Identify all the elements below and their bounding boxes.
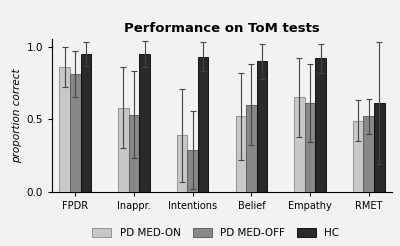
Bar bbox=[305, 103, 315, 192]
Bar bbox=[59, 67, 70, 192]
Bar bbox=[257, 61, 267, 192]
Bar bbox=[315, 58, 326, 192]
Bar bbox=[236, 116, 246, 192]
Bar bbox=[118, 108, 129, 192]
Bar bbox=[294, 97, 305, 192]
Bar bbox=[353, 121, 364, 192]
Bar bbox=[364, 116, 374, 192]
Bar bbox=[129, 115, 139, 192]
Bar bbox=[187, 150, 198, 192]
Y-axis label: proportion correct: proportion correct bbox=[12, 68, 22, 163]
Bar bbox=[70, 74, 80, 192]
Title: Performance on ToM tests: Performance on ToM tests bbox=[124, 22, 320, 35]
Legend: PD MED-ON, PD MED-OFF, HC: PD MED-ON, PD MED-OFF, HC bbox=[92, 228, 340, 238]
Bar bbox=[198, 57, 208, 192]
Bar bbox=[139, 54, 150, 192]
Bar bbox=[177, 135, 187, 192]
Bar bbox=[80, 54, 91, 192]
Bar bbox=[246, 105, 257, 192]
Bar bbox=[374, 103, 385, 192]
